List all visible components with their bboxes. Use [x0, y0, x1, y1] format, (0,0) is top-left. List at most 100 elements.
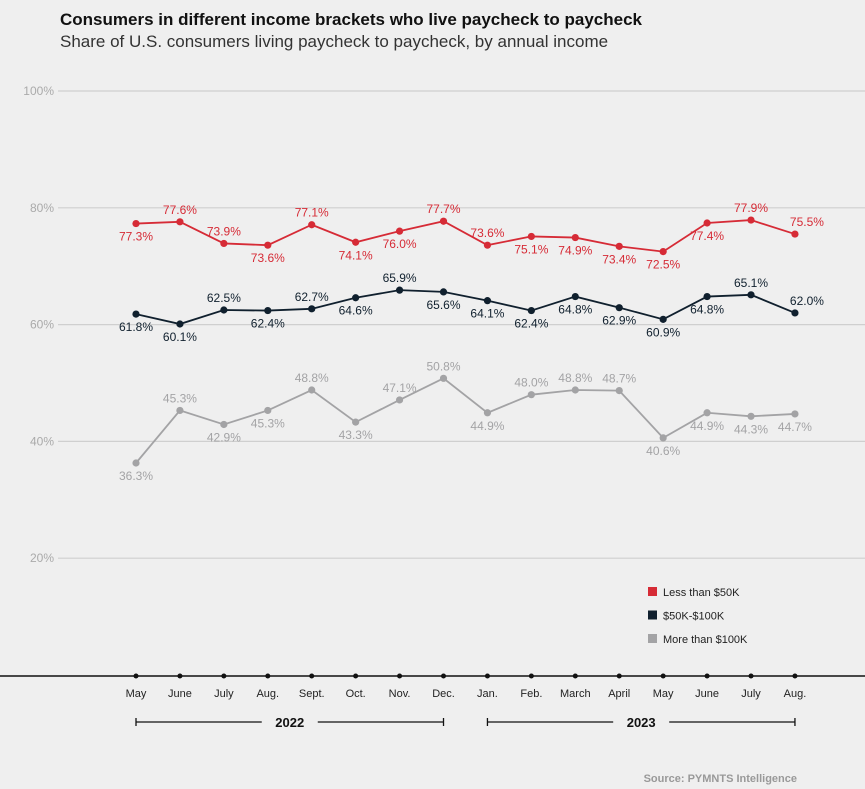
y-tick-label: 60%: [30, 318, 54, 332]
chart-subtitle: Share of U.S. consumers living paycheck …: [60, 32, 609, 51]
data-point: [791, 410, 799, 418]
data-point: [747, 412, 755, 420]
legend-swatch: [648, 634, 657, 643]
y-tick-label: 40%: [30, 434, 54, 448]
data-point: [439, 288, 448, 296]
data-point: [571, 233, 579, 242]
series-line: [135, 289, 796, 325]
data-label: 60.9%: [646, 325, 680, 339]
data-label: 77.9%: [734, 201, 768, 215]
x-tick-label: July: [741, 688, 761, 700]
data-label: 64.6%: [339, 304, 373, 318]
x-tick-dot: [265, 673, 271, 679]
data-label: 61.8%: [119, 320, 153, 334]
x-tick-label: June: [695, 688, 719, 700]
data-point: [527, 306, 535, 315]
data-label: 64.8%: [558, 303, 592, 317]
data-point: [220, 420, 228, 429]
x-tick-dot: [177, 673, 183, 679]
data-point: [352, 294, 360, 302]
x-tick-dot: [133, 673, 139, 679]
data-label: 48.0%: [514, 376, 548, 390]
data-label: 36.3%: [119, 469, 153, 483]
data-label: 42.9%: [207, 430, 241, 444]
x-tick-dot: [748, 673, 754, 679]
data-label: 60.1%: [163, 330, 197, 344]
data-point: [220, 306, 228, 314]
data-point: [352, 238, 360, 246]
data-point: [659, 434, 667, 442]
data-point: [395, 286, 404, 294]
x-tick-label: Jan.: [477, 688, 498, 700]
legend-label: Less than $50K: [663, 587, 740, 599]
data-point: [439, 374, 448, 382]
data-point: [615, 304, 623, 312]
data-label: 76.0%: [383, 237, 417, 251]
data-label: 77.7%: [426, 202, 460, 216]
x-tick-dot: [792, 673, 798, 679]
data-label: 65.6%: [426, 298, 460, 312]
data-label: 77.6%: [163, 203, 197, 217]
data-point: [791, 309, 799, 317]
data-label: 62.7%: [295, 290, 329, 304]
data-point: [352, 418, 360, 426]
legend-swatch: [648, 610, 657, 620]
data-point: [308, 305, 316, 313]
data-point: [308, 386, 316, 394]
data-point: [747, 291, 755, 299]
data-label: 65.1%: [734, 276, 768, 290]
y-tick-label: 80%: [30, 201, 54, 215]
data-label: 73.6%: [470, 226, 504, 240]
x-tick-dot: [353, 673, 359, 679]
series-line: [135, 219, 796, 253]
series-line: [135, 377, 795, 464]
x-tick-dot: [441, 673, 447, 679]
data-point: [132, 219, 140, 228]
data-point: [483, 241, 492, 249]
data-point: [264, 406, 272, 415]
y-tick-label: 100%: [23, 84, 54, 98]
x-tick-dot: [616, 673, 622, 679]
data-point: [615, 386, 623, 395]
source-note: Source: PYMNTS Intelligence: [643, 773, 797, 785]
data-label: 44.3%: [734, 422, 768, 436]
data-point: [791, 230, 799, 238]
data-point: [220, 239, 228, 248]
data-label: 73.6%: [251, 251, 285, 265]
legend-label: More than $100K: [663, 634, 748, 646]
data-point: [703, 292, 711, 301]
data-point: [132, 459, 140, 467]
data-label: 62.9%: [602, 314, 636, 328]
data-label: 45.3%: [251, 416, 285, 430]
data-point: [264, 306, 272, 315]
x-tick-dot: [704, 673, 710, 679]
legend-swatch: [648, 587, 657, 596]
data-label: 62.4%: [514, 317, 548, 331]
data-point: [132, 310, 140, 318]
data-point: [483, 409, 492, 417]
data-label: 64.8%: [690, 303, 724, 317]
data-label: 73.4%: [602, 252, 636, 266]
x-tick-label: Oct.: [346, 688, 366, 700]
data-label: 75.5%: [790, 215, 824, 229]
data-label: 45.3%: [163, 391, 197, 405]
data-label: 43.3%: [339, 428, 373, 442]
x-tick-dot: [397, 673, 403, 679]
data-point: [176, 218, 184, 226]
data-point: [527, 391, 535, 399]
x-tick-label: Dec.: [432, 688, 455, 700]
data-label: 64.1%: [470, 307, 504, 321]
data-point: [395, 396, 404, 404]
x-tick-label: Aug.: [256, 688, 279, 700]
data-label: 48.7%: [602, 372, 636, 386]
data-point: [659, 315, 667, 323]
data-label: 65.9%: [383, 271, 417, 285]
x-tick-label: July: [214, 688, 234, 700]
x-tick-dot: [484, 673, 490, 679]
data-point: [571, 386, 579, 394]
data-label: 40.6%: [646, 444, 680, 458]
data-label: 47.1%: [383, 381, 417, 395]
data-point: [176, 320, 184, 328]
data-label: 44.9%: [690, 419, 724, 433]
